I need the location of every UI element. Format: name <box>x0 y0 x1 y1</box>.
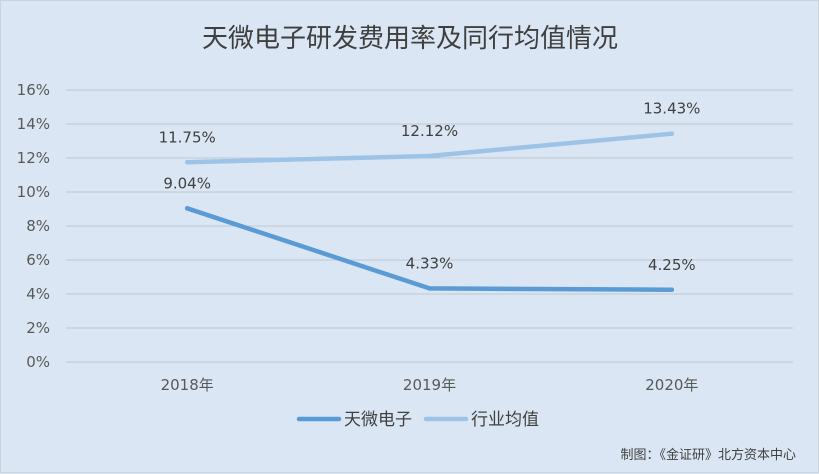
y-tick-label: 4% <box>26 285 50 303</box>
y-tick-label: 10% <box>17 183 50 201</box>
chart-title: 天微电子研发费用率及同行均值情况 <box>202 24 618 54</box>
y-tick-label: 8% <box>26 217 50 235</box>
legend: 天微电子 行业均值 <box>296 410 539 430</box>
data-label: 4.33% <box>406 254 454 272</box>
data-label: 9.04% <box>163 174 211 192</box>
series-lines <box>184 131 675 292</box>
chart-credit: 制图：《金证研》北方资本中心 <box>620 447 796 463</box>
data-point <box>669 131 675 136</box>
data-point <box>184 206 190 211</box>
x-tick-label: 2019年 <box>403 376 456 394</box>
legend-label: 行业均值 <box>471 410 539 430</box>
y-tick-label: 0% <box>26 353 50 371</box>
data-point <box>427 286 432 291</box>
data-point <box>669 287 675 292</box>
x-tick-label: 2020年 <box>645 376 698 394</box>
data-label: 12.12% <box>401 122 458 140</box>
legend-label: 天微电子 <box>344 410 412 430</box>
y-tick-label: 14% <box>17 115 50 133</box>
x-axis: 2018年 2019年 2020年 <box>161 376 699 394</box>
y-tick-label: 2% <box>26 319 50 337</box>
y-tick-label: 12% <box>17 149 50 167</box>
data-point <box>184 160 190 165</box>
gridlines <box>66 89 793 363</box>
data-point <box>427 153 432 159</box>
y-tick-label: 6% <box>26 251 50 269</box>
data-label: 11.75% <box>159 128 216 146</box>
y-tick-label: 16% <box>17 81 50 99</box>
x-tick-label: 2018年 <box>161 376 214 394</box>
data-label: 4.25% <box>648 256 696 274</box>
data-labels: 9.04% 4.33% 4.25% 11.75% 12.12% 13.43% <box>159 100 701 274</box>
y-axis: 0% 2% 4% 6% 8% 10% 12% 14% 16% <box>17 81 50 371</box>
series-line-1 <box>184 206 675 292</box>
data-label: 13.43% <box>643 100 700 118</box>
